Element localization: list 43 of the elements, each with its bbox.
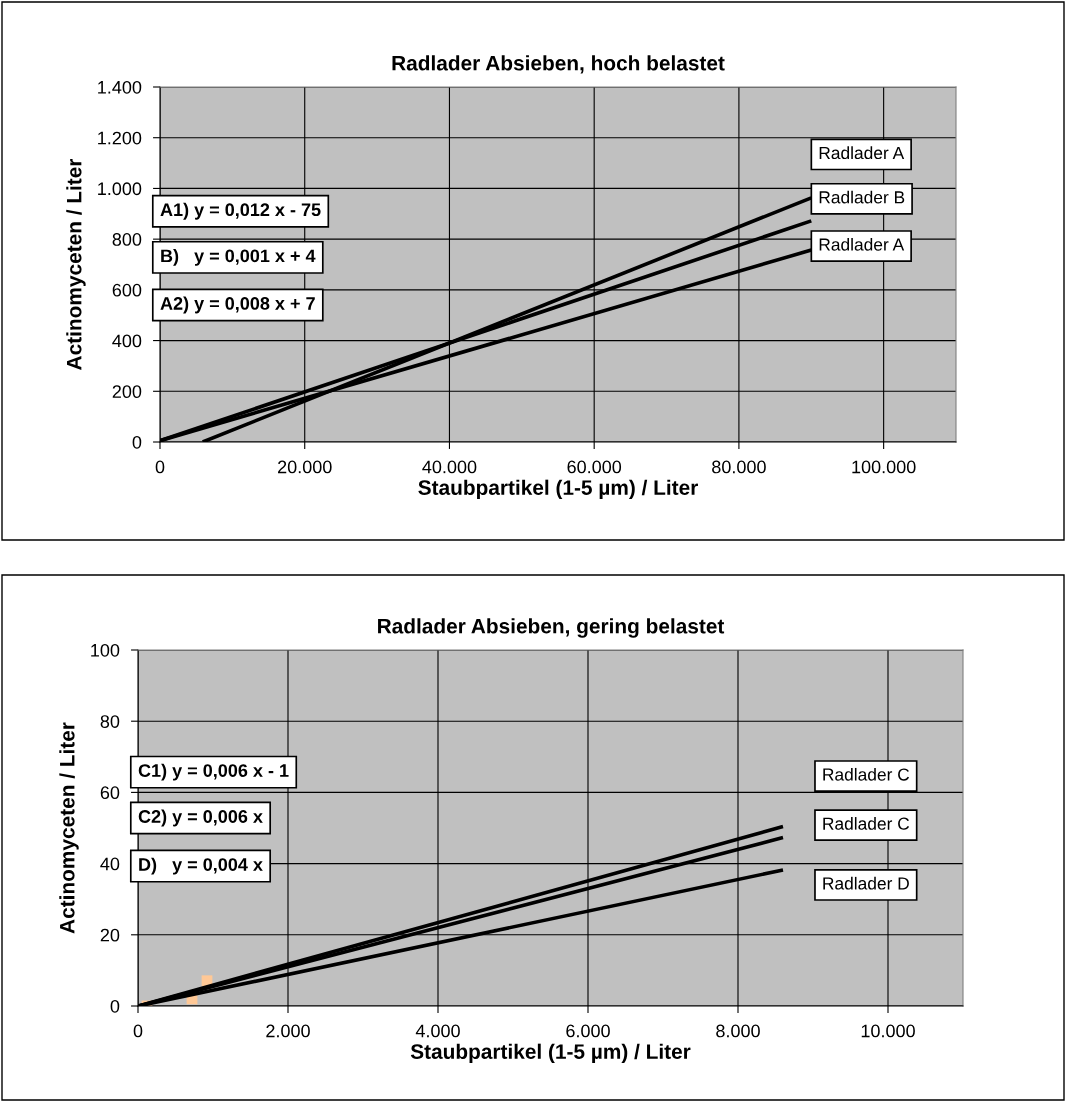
y-tick-label: 100 [91,643,120,657]
annotation: A2) y = 0,008 x + 7 [160,296,315,314]
x-tick-label: 80.000 [712,460,766,474]
y-axis-title: Actinomyceten / Liter [59,722,79,934]
x-tick-label: 2.000 [266,1024,310,1038]
annotation: Radlader B [819,190,905,204]
x-tick-label: 6.000 [566,1024,610,1038]
y-axis-title: Actinomyceten / Liter [66,158,86,370]
y-tick-label: 200 [112,385,142,399]
x-tick-label: 40.000 [422,460,477,474]
y-tick-label: 0 [110,999,120,1013]
x-tick-label: 20.000 [278,460,332,474]
x-tick-label: 8.000 [716,1024,760,1038]
y-tick-label: 20 [100,928,120,942]
chart-title: Radlader Absieben, gering belastet [378,618,725,638]
y-tick-label: 600 [112,283,142,297]
x-axis-title: Staubpartikel (1-5 µm) / Liter [418,479,698,500]
annotation: Radlader C [823,817,910,830]
annotation: D) y = 0,004 x [139,857,263,875]
y-tick-label: 60 [100,786,120,800]
annotation: C1) y = 0,006 x - 1 [138,763,289,781]
x-tick-label: 10.000 [861,1024,915,1038]
x-tick-label: 0 [155,460,165,474]
x-tick-label: 60.000 [567,460,622,474]
annotation: Radlader C [823,767,910,781]
y-tick-label: 0 [132,435,142,449]
annotation: C2) y = 0,006 x [138,809,263,827]
y-tick-label: 80 [100,715,120,728]
y-tick-label: 40 [100,857,120,871]
y-tick-label: 800 [112,233,142,246]
y-tick-label: 1.000 [98,182,142,196]
chart-title: Radlader Absieben, hoch belastet [392,55,725,74]
y-tick-label: 1.200 [98,131,142,145]
annotation: Radlader A [819,146,905,160]
y-tick-label: 1.400 [98,80,142,94]
x-tick-label: 4.000 [415,1024,460,1038]
annotation: Radlader A [819,237,905,251]
annotation: B) y = 0,001 x + 4 [161,248,316,266]
x-tick-label: 100.000 [852,460,916,474]
y-tick-label: 400 [112,334,142,348]
annotation: A1) y = 0,012 x - 75 [160,202,321,220]
x-axis-title: Staubpartikel (1-5 µm) / Liter [410,1043,691,1064]
annotation: Radlader D [823,876,909,890]
